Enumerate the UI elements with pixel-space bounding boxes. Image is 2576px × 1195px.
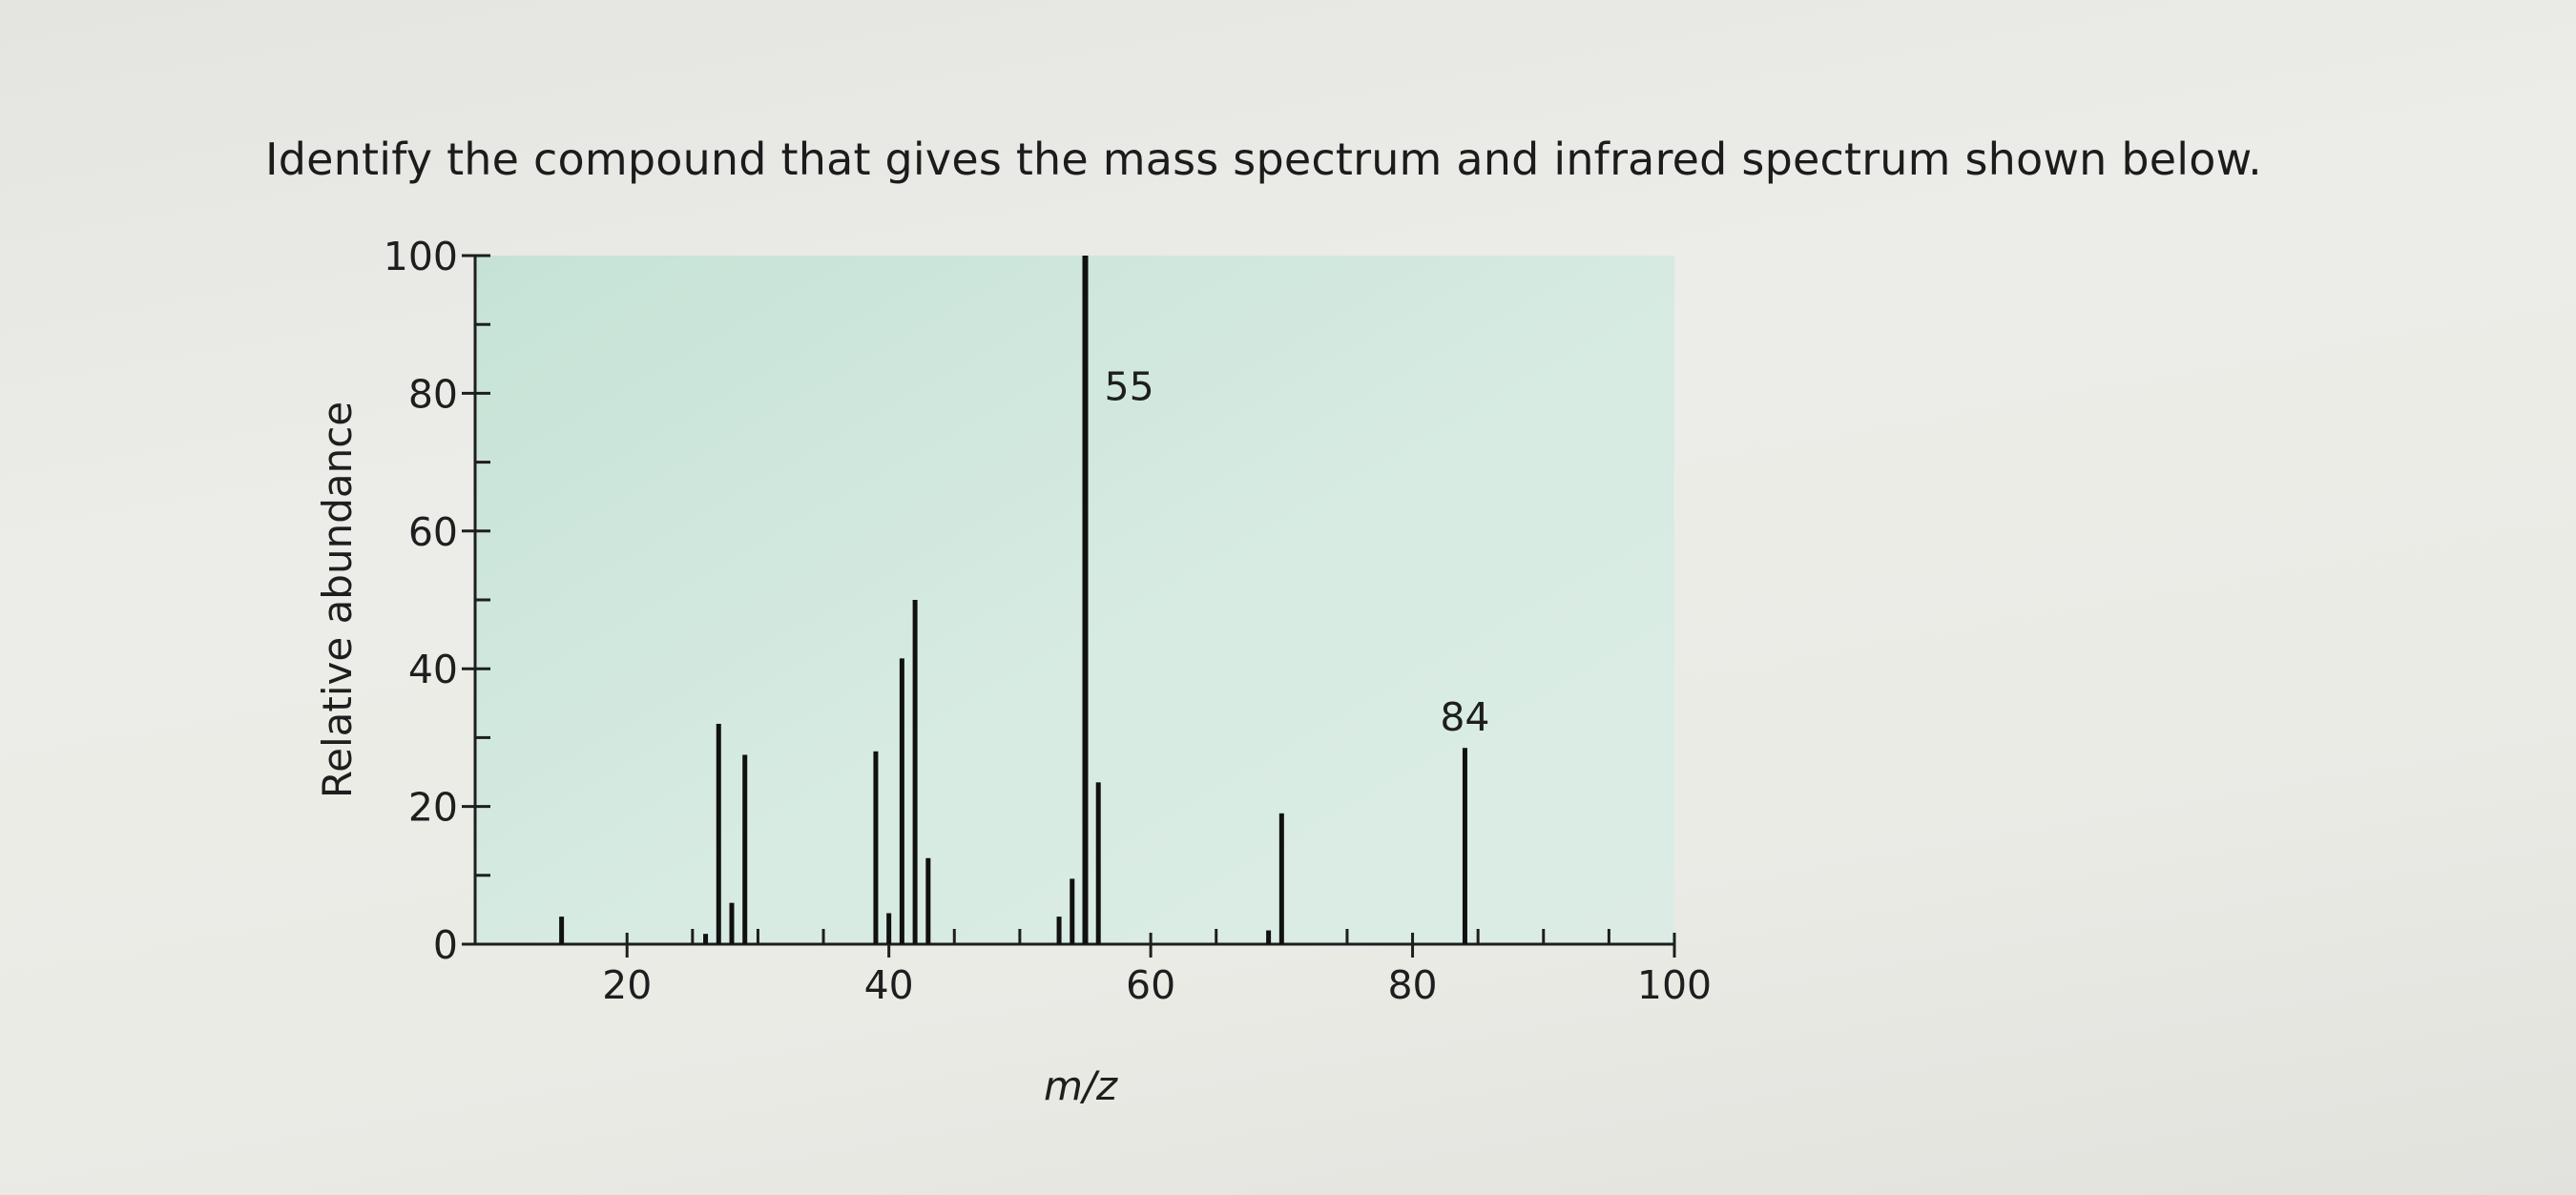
- x-tick-label: 20: [602, 962, 652, 1008]
- x-axis-title: m/z: [1044, 1062, 1118, 1109]
- y-axis-title: Relative abundance: [314, 402, 361, 798]
- peak-bar: [729, 902, 735, 944]
- peak-bar: [716, 723, 721, 944]
- question-text: Identify the compound that gives the mas…: [265, 134, 2262, 185]
- peak-label: 84: [1440, 694, 1489, 740]
- y-tick-label: 0: [433, 922, 458, 968]
- peak-bar: [742, 754, 748, 944]
- plot-area: [475, 256, 1674, 944]
- peak-label: 55: [1105, 363, 1154, 409]
- peak-bar: [703, 934, 709, 944]
- x-tick-label: 80: [1387, 962, 1437, 1008]
- x-tick-label: 40: [864, 962, 914, 1008]
- y-tick-label: 40: [408, 647, 458, 692]
- peak-bar: [1278, 813, 1284, 944]
- y-tick-label: 20: [408, 785, 458, 831]
- y-tick-label: 100: [384, 234, 458, 279]
- peak-bar: [559, 917, 565, 944]
- peak-bar: [873, 751, 879, 944]
- peak-bar: [1462, 748, 1467, 944]
- peak-bar: [899, 658, 904, 944]
- peak-bar: [925, 857, 931, 944]
- peak-bar: [1070, 878, 1075, 944]
- peak-bar: [1095, 782, 1101, 944]
- y-tick-label: 60: [408, 509, 458, 555]
- peak-bar: [1056, 917, 1062, 944]
- peak-bar: [912, 600, 918, 944]
- x-tick-label: 60: [1126, 962, 1175, 1008]
- y-tick-label: 80: [408, 371, 458, 417]
- peak-bar: [1082, 256, 1089, 944]
- peak-bar: [886, 913, 892, 944]
- peak-bar: [1266, 930, 1272, 944]
- x-tick-label: 100: [1637, 962, 1712, 1008]
